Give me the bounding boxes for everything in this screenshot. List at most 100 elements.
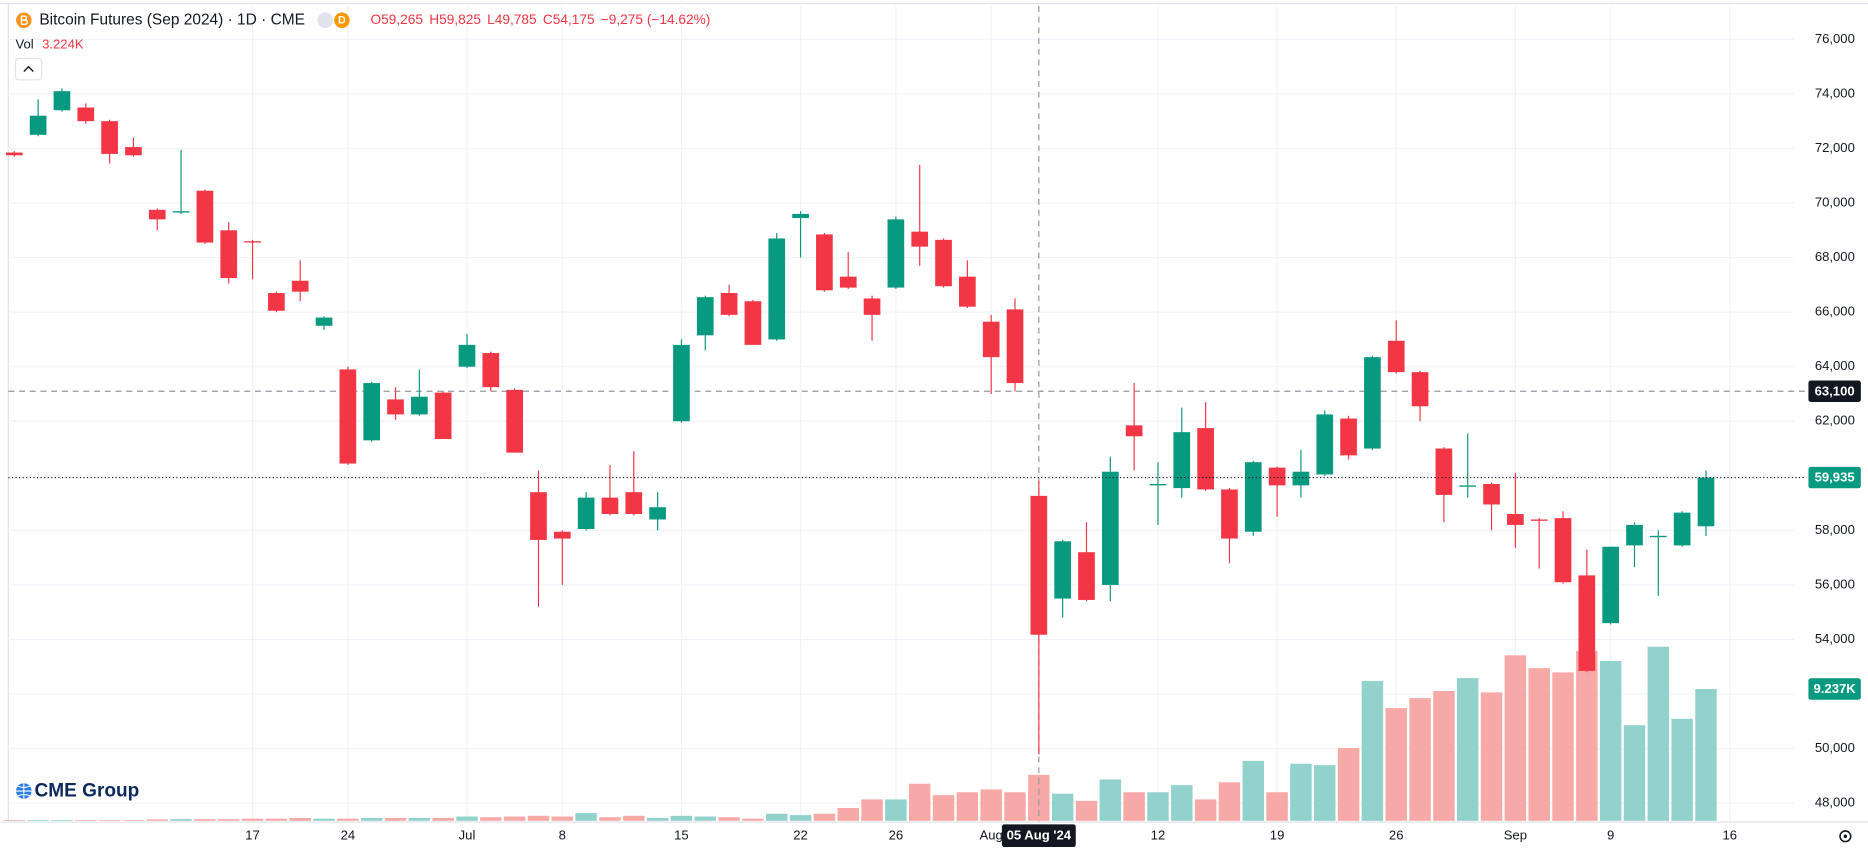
collapse-chevron bbox=[23, 65, 34, 72]
candle-body bbox=[315, 317, 333, 326]
candle-body bbox=[1649, 535, 1667, 538]
volume-bar bbox=[1123, 792, 1145, 821]
candle-body bbox=[1030, 495, 1048, 635]
candle-body bbox=[53, 91, 71, 111]
volume-bar bbox=[1528, 668, 1550, 821]
volume-bar bbox=[289, 817, 311, 821]
candle-body bbox=[196, 190, 214, 243]
volume-bar bbox=[1599, 660, 1622, 821]
volume-bar bbox=[980, 789, 1002, 821]
legend-low: L49,785 bbox=[487, 12, 537, 27]
y-tick-label: 76,000 bbox=[1815, 31, 1855, 46]
volume-bar bbox=[27, 820, 49, 821]
candle-body bbox=[77, 107, 95, 122]
candle-body bbox=[1626, 524, 1643, 546]
candle-body bbox=[339, 369, 357, 464]
candle-body bbox=[935, 239, 952, 287]
candle-body bbox=[649, 507, 666, 520]
volume-bar bbox=[51, 820, 73, 821]
volume-bar bbox=[170, 819, 192, 821]
volume-layer bbox=[3, 646, 1717, 821]
candle-body bbox=[1292, 471, 1310, 486]
y-tick-label: 72,000 bbox=[1815, 140, 1855, 155]
candle-body bbox=[482, 353, 500, 388]
candle-body bbox=[506, 389, 523, 453]
volume-bar bbox=[575, 812, 597, 821]
candle-body bbox=[1078, 552, 1095, 600]
legend-change: −9,275 bbox=[601, 12, 644, 27]
candle-body bbox=[172, 211, 190, 213]
volume-bar bbox=[1075, 800, 1098, 821]
volume-bar bbox=[194, 819, 216, 821]
y-tick-label: 66,000 bbox=[1815, 304, 1855, 319]
x-tick-label: Jul bbox=[459, 828, 476, 843]
legend-open: O59,265 bbox=[371, 12, 424, 27]
logo: CME Group bbox=[35, 781, 140, 802]
y-tick-label: 68,000 bbox=[1815, 249, 1855, 264]
x-tick-label: Sep bbox=[1504, 828, 1527, 843]
volume-bar bbox=[1576, 650, 1598, 821]
candle-body bbox=[1411, 372, 1429, 407]
volume-bar bbox=[1051, 793, 1074, 821]
candle-body bbox=[911, 231, 929, 247]
candle-body bbox=[363, 383, 381, 441]
volume-bar bbox=[480, 817, 502, 821]
volume-bar bbox=[623, 815, 645, 821]
candle-body bbox=[696, 297, 714, 336]
volume-bar bbox=[384, 817, 407, 821]
status-dot bbox=[317, 12, 333, 28]
candle-body bbox=[982, 321, 1000, 358]
x-tick-label: 26 bbox=[1389, 828, 1404, 843]
y-tick-label: 56,000 bbox=[1815, 576, 1855, 591]
legend-high: H59,825 bbox=[429, 12, 481, 27]
candle-body bbox=[148, 209, 166, 220]
volume-bar bbox=[766, 813, 788, 821]
volume-bar bbox=[1242, 760, 1264, 821]
candle-body bbox=[101, 121, 118, 154]
candle-body bbox=[1530, 519, 1548, 521]
volume-bar bbox=[694, 816, 716, 821]
volume-bar bbox=[75, 820, 97, 821]
badge: D bbox=[338, 15, 346, 27]
collapse-button[interactable] bbox=[14, 57, 43, 81]
volume-bar bbox=[265, 818, 288, 821]
candle-body bbox=[5, 152, 23, 156]
x-tick-label: 9 bbox=[1607, 828, 1614, 843]
volume-bar bbox=[122, 820, 145, 821]
volume-bar bbox=[837, 807, 859, 821]
candle-body bbox=[1387, 340, 1405, 373]
candle-body bbox=[530, 492, 547, 540]
volume-bar bbox=[551, 816, 574, 821]
volume-bar bbox=[789, 815, 812, 821]
volume-bar bbox=[813, 813, 836, 821]
candle-layer bbox=[5, 88, 1715, 755]
volume-bar bbox=[670, 815, 693, 821]
volume-bar bbox=[1194, 799, 1217, 821]
settings-icon-dot bbox=[1843, 834, 1848, 839]
candle-body bbox=[1673, 512, 1691, 546]
volume-bar bbox=[861, 799, 883, 821]
candle-body bbox=[1340, 418, 1357, 456]
x-tick-label: 22 bbox=[793, 828, 808, 843]
candle-body bbox=[434, 392, 452, 439]
candle-body bbox=[1125, 425, 1143, 437]
y-tick-label: 62,000 bbox=[1815, 413, 1855, 428]
candle-body bbox=[244, 241, 261, 243]
candle-body bbox=[1149, 484, 1167, 486]
candle-body bbox=[387, 399, 404, 415]
symbol-title: Bitcoin Futures (Sep 2024) · 1D · CME bbox=[39, 11, 305, 28]
candle-body bbox=[816, 234, 833, 291]
candle-body bbox=[744, 301, 762, 345]
settings-icon[interactable] bbox=[1839, 830, 1852, 843]
volume-bar bbox=[1099, 779, 1122, 821]
candle-body bbox=[1221, 489, 1238, 539]
y-tick-label: 64,000 bbox=[1815, 358, 1855, 373]
volume-bar bbox=[1480, 692, 1503, 821]
last-volume-label: 9.237K bbox=[1814, 681, 1857, 696]
candle-body bbox=[1507, 514, 1524, 525]
legend-close: C54,175 bbox=[543, 12, 595, 27]
volume-bar bbox=[932, 795, 955, 821]
candle-body bbox=[1316, 414, 1334, 475]
volume-bar bbox=[337, 818, 359, 821]
x-tick-label: 16 bbox=[1723, 828, 1738, 843]
